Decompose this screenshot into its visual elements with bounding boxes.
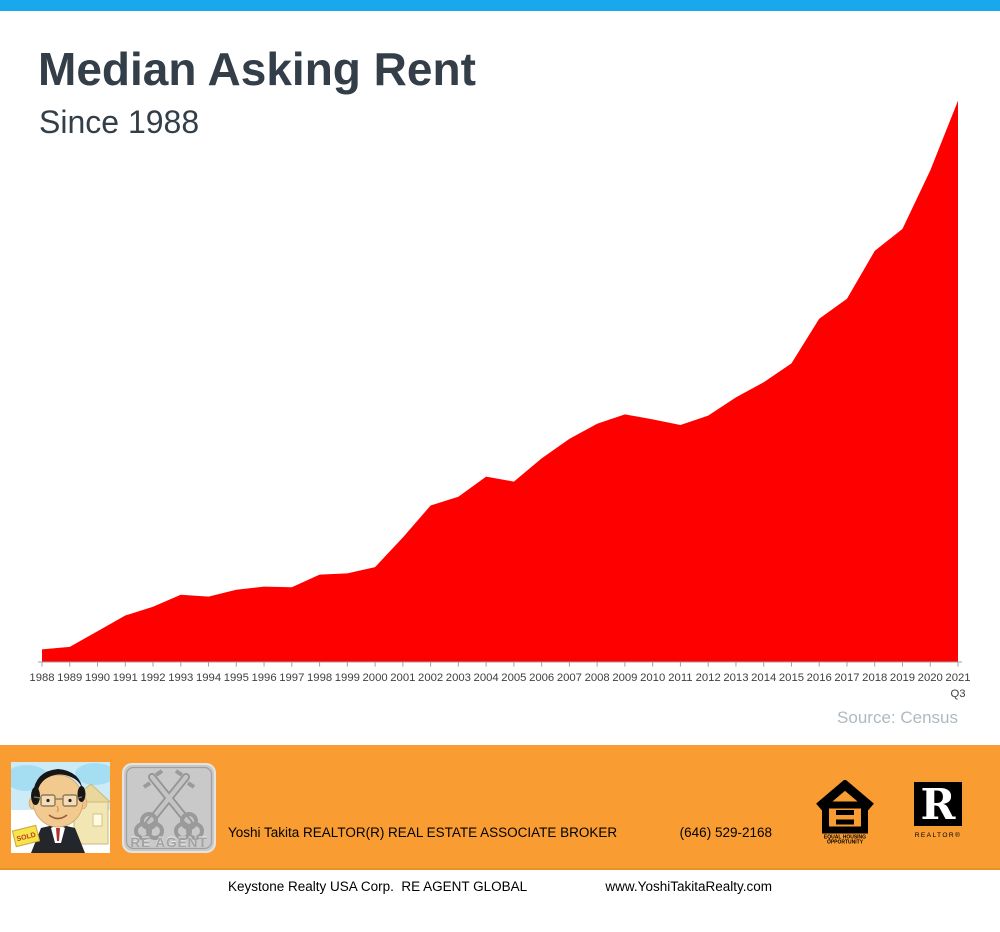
sold-sign: SOLD (11, 824, 41, 848)
x-axis-tick-label: 1988 (29, 672, 54, 684)
x-axis-tick-label: 1994 (196, 672, 221, 684)
x-axis-tick-label: 2021 (945, 672, 970, 684)
x-axis-tick-label: 1995 (224, 672, 249, 684)
chart-subtitle: Since 1988 (39, 104, 200, 140)
svg-text:EQUAL HOUSING: EQUAL HOUSING (824, 835, 866, 841)
x-axis-tick-label: 2018 (862, 672, 887, 684)
x-axis-tick-label: 1990 (85, 672, 110, 684)
svg-text:SOLD: SOLD (16, 832, 37, 843)
x-axis-tick-label: 1992 (140, 672, 165, 684)
x-axis-tick-label: 2003 (446, 672, 471, 684)
x-axis-tick-label: 2019 (890, 672, 915, 684)
svg-text:OPPORTUNITY: OPPORTUNITY (827, 840, 864, 845)
x-axis-tick-label: 1997 (279, 672, 304, 684)
rent-area-chart: 1988 1989 1990 1991 1992 1993 1994 1995 1996 1997… (29, 100, 971, 700)
x-axis-tick-label: 2017 (834, 672, 859, 684)
svg-text:RE AGENT: RE AGENT (130, 834, 207, 849)
x-axis-tick-label: 2015 (779, 672, 804, 684)
badge-label: RE AGENT (130, 835, 207, 850)
x-axis-tick-label: 1998 (307, 672, 332, 684)
x-axis-tick-label: 1993 (168, 672, 193, 684)
x-axis-tick-label: 1996 (251, 672, 276, 684)
top-accent-bar (0, 0, 1000, 11)
x-axis-tick-label: 2011 (668, 672, 692, 684)
x-axis-tick-label: 2014 (751, 672, 776, 684)
x-axis-tick-label: 2002 (418, 672, 443, 684)
agent-avatar: SOLD (11, 762, 110, 853)
x-axis-tick-label: 2006 (529, 672, 554, 684)
x-axis-tick-label: 2007 (557, 672, 582, 684)
x-axis-tick-label: 2005 (501, 672, 526, 684)
x-axis-last-tick-note: Q3 (950, 688, 965, 700)
realtor-icon: R REALTOR® (914, 782, 962, 839)
svg-text:R: R (921, 782, 957, 829)
x-axis-tick-label: 1989 (57, 672, 82, 684)
x-axis-tick-label: 2008 (585, 672, 610, 684)
realtor-label: REALTOR® (915, 831, 962, 839)
chart-title: Median Asking Rent (38, 43, 476, 95)
x-axis-tick-label: 2013 (723, 672, 748, 684)
agent-website: www.YoshiTakitaRealty.com (605, 879, 772, 894)
re-agent-badge: RE AGENT RE AGENT (122, 763, 216, 853)
agent-name-line: Yoshi Takita REALTOR(R) REAL ESTATE ASSO… (228, 825, 618, 840)
x-axis-tick-label: 2009 (612, 672, 637, 684)
x-axis-tick-label: 2016 (807, 672, 832, 684)
hair (33, 769, 83, 796)
crossed-keys-icon (134, 769, 204, 840)
x-axis-tick-label: 2004 (474, 672, 499, 684)
x-axis-tick-label: 1999 (335, 672, 360, 684)
x-axis-tick-label: 2012 (696, 672, 721, 684)
x-axis-tick-label: 1991 (113, 672, 138, 684)
contact-info: (646) 529-2168 www.YoshiTakitaRealty.com (500, 788, 772, 932)
smile (48, 814, 68, 820)
equal-housing-icon: EQUAL HOUSING OPPORTUNITY (816, 780, 874, 844)
rent-area-series (42, 100, 958, 662)
source-note: Source: Census (837, 708, 958, 727)
footer-banner: SOLD RE AGENT RE AGENT Yoshi Takita REAL… (0, 745, 1000, 894)
agent-phone: (646) 529-2168 (679, 825, 772, 840)
x-axis-tick-label: 2000 (363, 672, 388, 684)
x-axis-tick-label: 2020 (918, 672, 943, 684)
x-axis-tick-label: 2010 (640, 672, 665, 684)
x-axis-tick-label: 2001 (390, 672, 415, 684)
